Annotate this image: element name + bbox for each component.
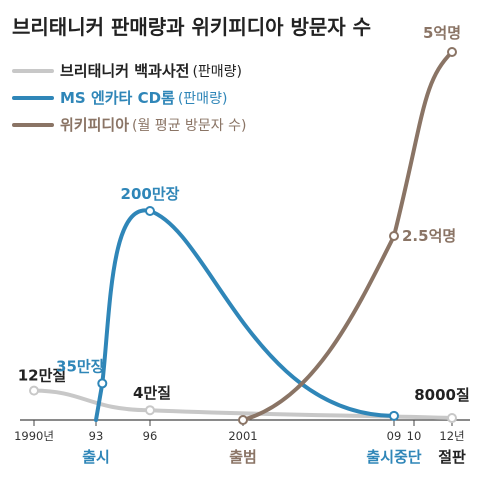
data-label: 12만질 [18,367,66,385]
label-layer: 12만질 4만질 8000질 35만장 200만장 2.5억명 5억명 [18,24,470,404]
data-point-britannica [29,385,39,396]
legend-note: (판매량) [178,91,228,107]
x-tick-label: 10 [407,429,422,443]
data-point-encarta [389,410,399,421]
data-point-wikipedia [389,231,399,241]
x-tick-label: 93 [89,429,104,443]
data-point-encarta [145,206,155,216]
data-point-wikipedia [447,47,457,57]
legend-label: 브리태니커 백과사전 (판매량) [60,62,242,80]
series-line-encarta [94,208,396,422]
data-point-britannica [447,413,457,424]
data-point-britannica [145,405,155,416]
legend-item: MS 엔카타 CD롬 (판매량) [12,89,227,107]
chart-title: 브리태니커 판매량과 위키피디아 방문자 수 [12,15,371,39]
legend-item: 브리태니커 백과사전 (판매량) [12,62,242,80]
x-tick-label: 2001 [228,429,257,443]
data-point-encarta [97,378,108,389]
data-label: 4만질 [133,384,171,402]
event-label: 출범 [229,448,257,466]
x-tick-label: 09 [387,429,402,443]
event-label: 출시 [82,448,110,466]
data-label: 8000질 [414,386,470,404]
event-label: 절판 [438,448,466,466]
legend-label: MS 엔카타 CD롬 (판매량) [60,89,227,107]
x-tick-label: 1990년 [14,429,54,443]
data-point-wikipedia [238,415,248,425]
legend-item: 위키피디아 (월 평균 방문자 수) [12,116,246,134]
series-layer [29,47,457,425]
legend-label: 위키피디아 (월 평균 방문자 수) [60,116,246,134]
x-tick-label: 96 [143,429,158,443]
data-label: 2.5억명 [402,227,456,245]
data-label: 5억명 [423,24,461,42]
legend: 브리태니커 백과사전 (판매량) MS 엔카타 CD롬 (판매량) 위키피디아 (월 평균… [12,62,246,134]
data-label: 200만장 [121,185,180,203]
x-tick-label: 12년 [439,429,464,443]
data-label: 35만장 [56,357,105,375]
legend-note: (판매량) [192,64,242,80]
event-label: 출시중단 [366,448,421,466]
legend-note: (월 평균 방문자 수) [132,118,246,134]
